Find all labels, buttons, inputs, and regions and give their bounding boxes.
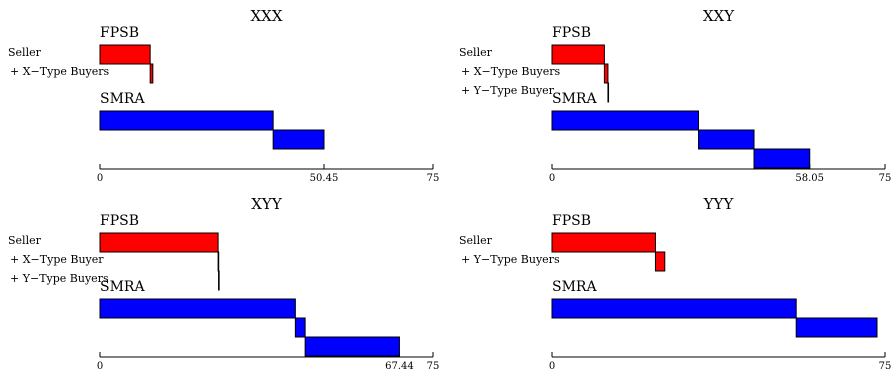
fpsb-bar (551, 232, 656, 253)
fpsb-bar (99, 232, 219, 253)
panel-xyy: XYY FPSB SMRA Seller + X−Type Buyer + Y−Type … (8, 195, 439, 372)
smra-label: SMRA (100, 91, 145, 107)
smra-bar (272, 129, 325, 150)
panel-title: YYY (703, 195, 735, 213)
smra-bar (795, 317, 878, 338)
x-tick-label: 0 (549, 361, 555, 372)
smra-bar (99, 298, 296, 319)
fpsb-bar (607, 82, 610, 103)
row-label: + X−Type Buyer (10, 253, 104, 266)
fpsb-bar (217, 251, 220, 272)
fpsb-label: FPSB (552, 25, 591, 41)
x-tick-label: 75 (427, 173, 440, 184)
row-label: + Y−Type Buyers (461, 253, 560, 266)
fpsb-bar (654, 251, 666, 272)
fpsb-bar (218, 270, 220, 291)
row-label: + Y−Type Buyers (10, 272, 109, 285)
x-tick-label: 50.45 (310, 173, 339, 184)
x-tick-label: 0 (97, 173, 103, 184)
fpsb-bar (603, 63, 609, 84)
smra-bar (753, 148, 811, 169)
row-label: Seller (8, 46, 42, 59)
panel-title: XXY (703, 7, 735, 25)
row-label: Seller (8, 234, 42, 247)
panel-title: XYY (251, 195, 283, 213)
row-label: + Y−Type Buyer (461, 84, 555, 97)
x-tick-label: 67.44 (385, 361, 414, 372)
fpsb-label: FPSB (100, 213, 139, 229)
smra-bar (304, 336, 400, 357)
panel-xxx: XXX FPSB SMRA Seller + X−Type Buyers 0 50.45 75 (8, 7, 439, 184)
x-tick-label: 75 (427, 361, 440, 372)
row-label: + X−Type Buyers (10, 65, 110, 78)
smra-bar (698, 129, 755, 150)
panel-yyy: YYY FPSB SMRA Seller + Y−Type Buyers 0 75 (459, 195, 891, 372)
fpsb-bar (551, 44, 605, 65)
row-label: Seller (459, 234, 493, 247)
row-label: Seller (459, 46, 493, 59)
smra-bar (99, 110, 274, 131)
x-tick-label: 0 (549, 173, 555, 184)
row-label: + X−Type Buyers (461, 65, 561, 78)
fpsb-label: FPSB (100, 25, 139, 41)
smra-label: SMRA (100, 279, 145, 295)
fpsb-label: FPSB (552, 213, 591, 229)
smra-label: SMRA (552, 279, 597, 295)
x-tick-label: 0 (97, 361, 103, 372)
smra-bar (294, 317, 306, 338)
fpsb-bar (149, 63, 154, 84)
fpsb-bar (99, 44, 151, 65)
panel-xxy: XXY FPSB SMRA Seller + X−Type Buyers + Y−Type… (459, 7, 891, 184)
smra-bar (551, 110, 700, 131)
x-tick-label: 75 (879, 361, 892, 372)
x-tick-label: 75 (879, 173, 892, 184)
smra-bar (551, 298, 797, 319)
panel-title: XXX (250, 7, 282, 25)
smra-label: SMRA (552, 91, 597, 107)
x-tick-label: 58.05 (795, 173, 824, 184)
